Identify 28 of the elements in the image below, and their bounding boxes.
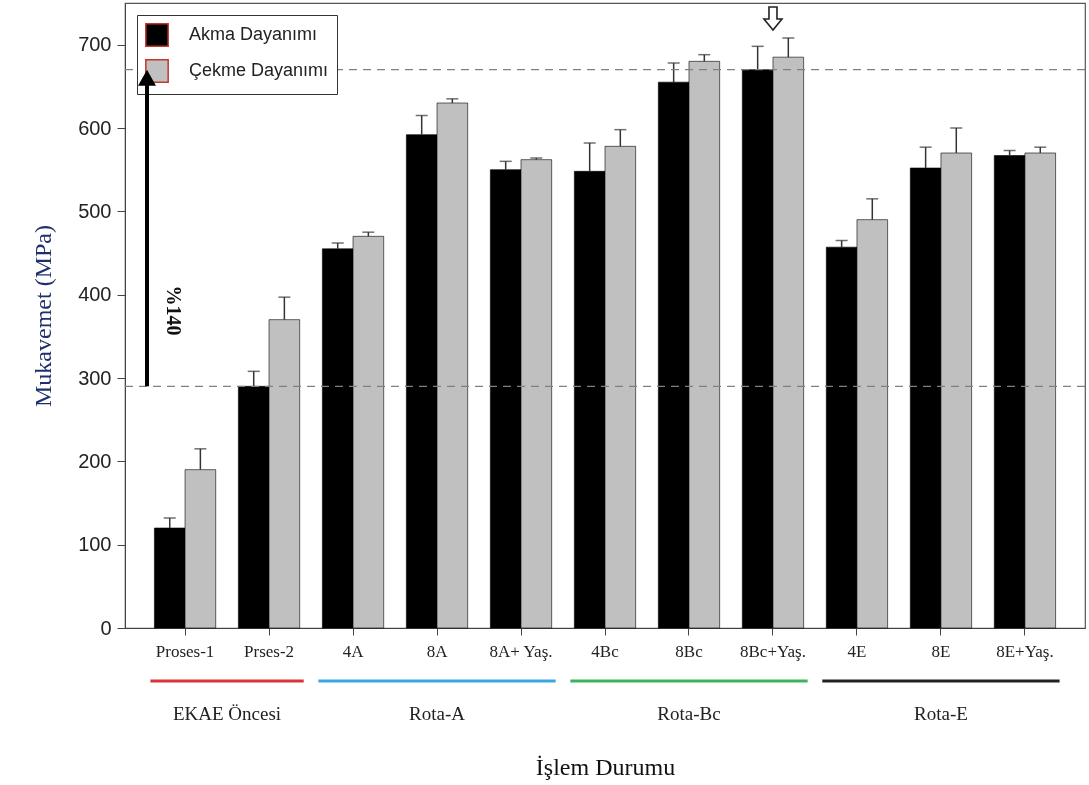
text: Rota-E [914, 703, 968, 724]
x-tick-label: 8A+ Yaş. [489, 641, 553, 661]
y-tick-label: 700 [78, 33, 112, 56]
y-tick-label: 0 [100, 616, 112, 639]
text: Rota-Bc [657, 703, 721, 724]
text: EKAE Öncesi [172, 703, 282, 724]
x-tick-label: 8E+Yaş. [996, 641, 1054, 661]
x-tick-label: 4Bc [591, 641, 620, 661]
x-tick-label: 8Bc+Yaş. [739, 641, 806, 661]
x-tick-label: 8A [426, 641, 449, 661]
x-tick-label: Prses-2 [244, 641, 295, 661]
y-tick-label: 500 [78, 199, 112, 222]
x-tick-label: 8Bc [675, 641, 704, 661]
annotation: %140 [163, 285, 185, 336]
x-tick-label: 4A [342, 641, 365, 661]
x-tick-label: 4E [847, 641, 867, 661]
y-axis-title: Mukavemet (MPa) [30, 225, 57, 407]
x-axis-title: İşlem Durumu [535, 753, 676, 780]
legend-label: Akma Dayanımı [189, 24, 318, 44]
y-tick-label: 400 [78, 283, 112, 306]
x-tick-label: Proses-1 [155, 641, 215, 661]
y-tick-label: 600 [78, 116, 112, 139]
x-tick-label: 8E [931, 641, 951, 661]
text: Rota-A [409, 703, 466, 724]
legend-label: Çekme Dayanımı [189, 60, 329, 80]
y-tick-label: 100 [78, 533, 112, 556]
y-tick-label: 200 [78, 449, 112, 472]
y-tick-label: 300 [78, 366, 112, 389]
